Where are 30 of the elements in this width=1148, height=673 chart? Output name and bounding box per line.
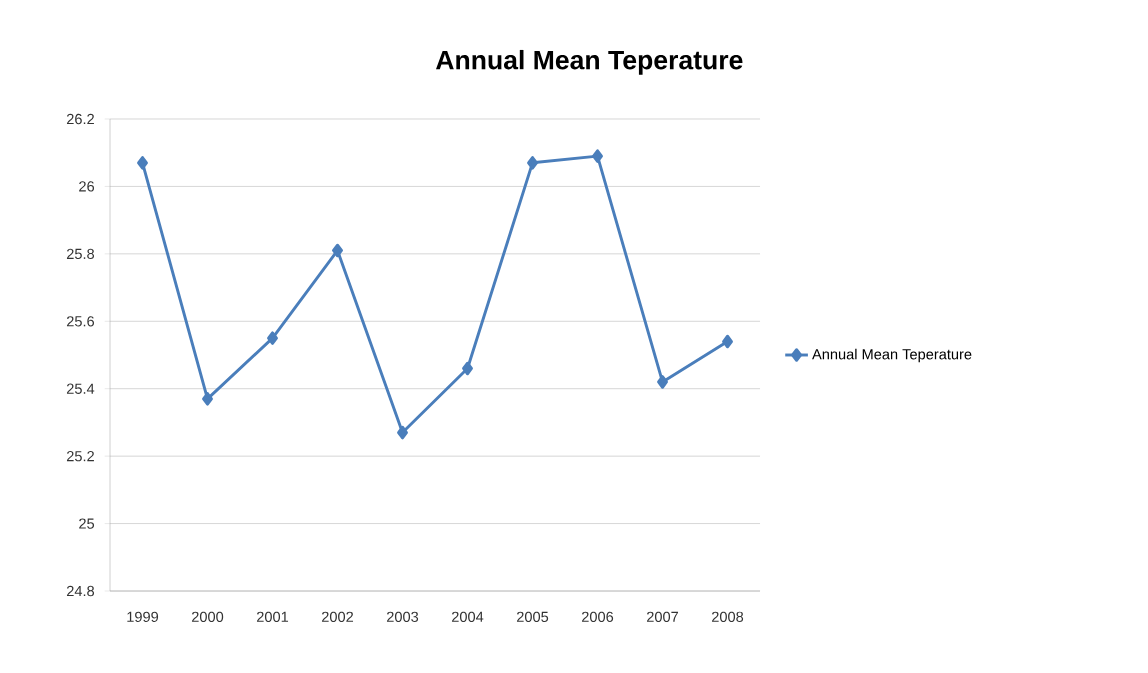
point — [462, 361, 473, 376]
point — [722, 334, 733, 349]
x-tick-label: 2002 — [321, 611, 354, 622]
point — [657, 375, 668, 389]
point — [592, 149, 603, 163]
x-tick-label: 2003 — [386, 611, 419, 622]
chart-title: Annual Mean Teperature — [435, 49, 743, 75]
x-tick-label: 2001 — [256, 611, 289, 622]
point — [527, 156, 538, 170]
y-tick-label: 25.8 — [66, 248, 95, 260]
point — [332, 243, 343, 258]
point — [137, 156, 148, 170]
x-tick-label: 2007 — [646, 611, 679, 622]
y-tick-label: 25 — [79, 518, 95, 529]
x-tick-label: 2004 — [451, 611, 484, 622]
y-tick-label: 25.4 — [66, 383, 95, 394]
x-tick-label: 1999 — [127, 611, 159, 622]
point — [397, 425, 408, 440]
x-tick-label: 2000 — [191, 611, 224, 622]
x-tick-label: 2006 — [581, 611, 614, 622]
legend-label: Annual Mean Teperature — [812, 348, 972, 363]
y-tick-label: 24.8 — [66, 585, 95, 597]
x-tick-label: 2008 — [711, 611, 744, 622]
y-tick-label: 26.2 — [66, 113, 94, 125]
y-tick-label: 25.2 — [66, 450, 94, 462]
y-tick-label: 26 — [79, 181, 95, 192]
x-tick-label: 2005 — [516, 611, 549, 622]
point — [202, 392, 213, 406]
y-tick-label: 25.6 — [66, 316, 95, 327]
point — [267, 331, 278, 345]
